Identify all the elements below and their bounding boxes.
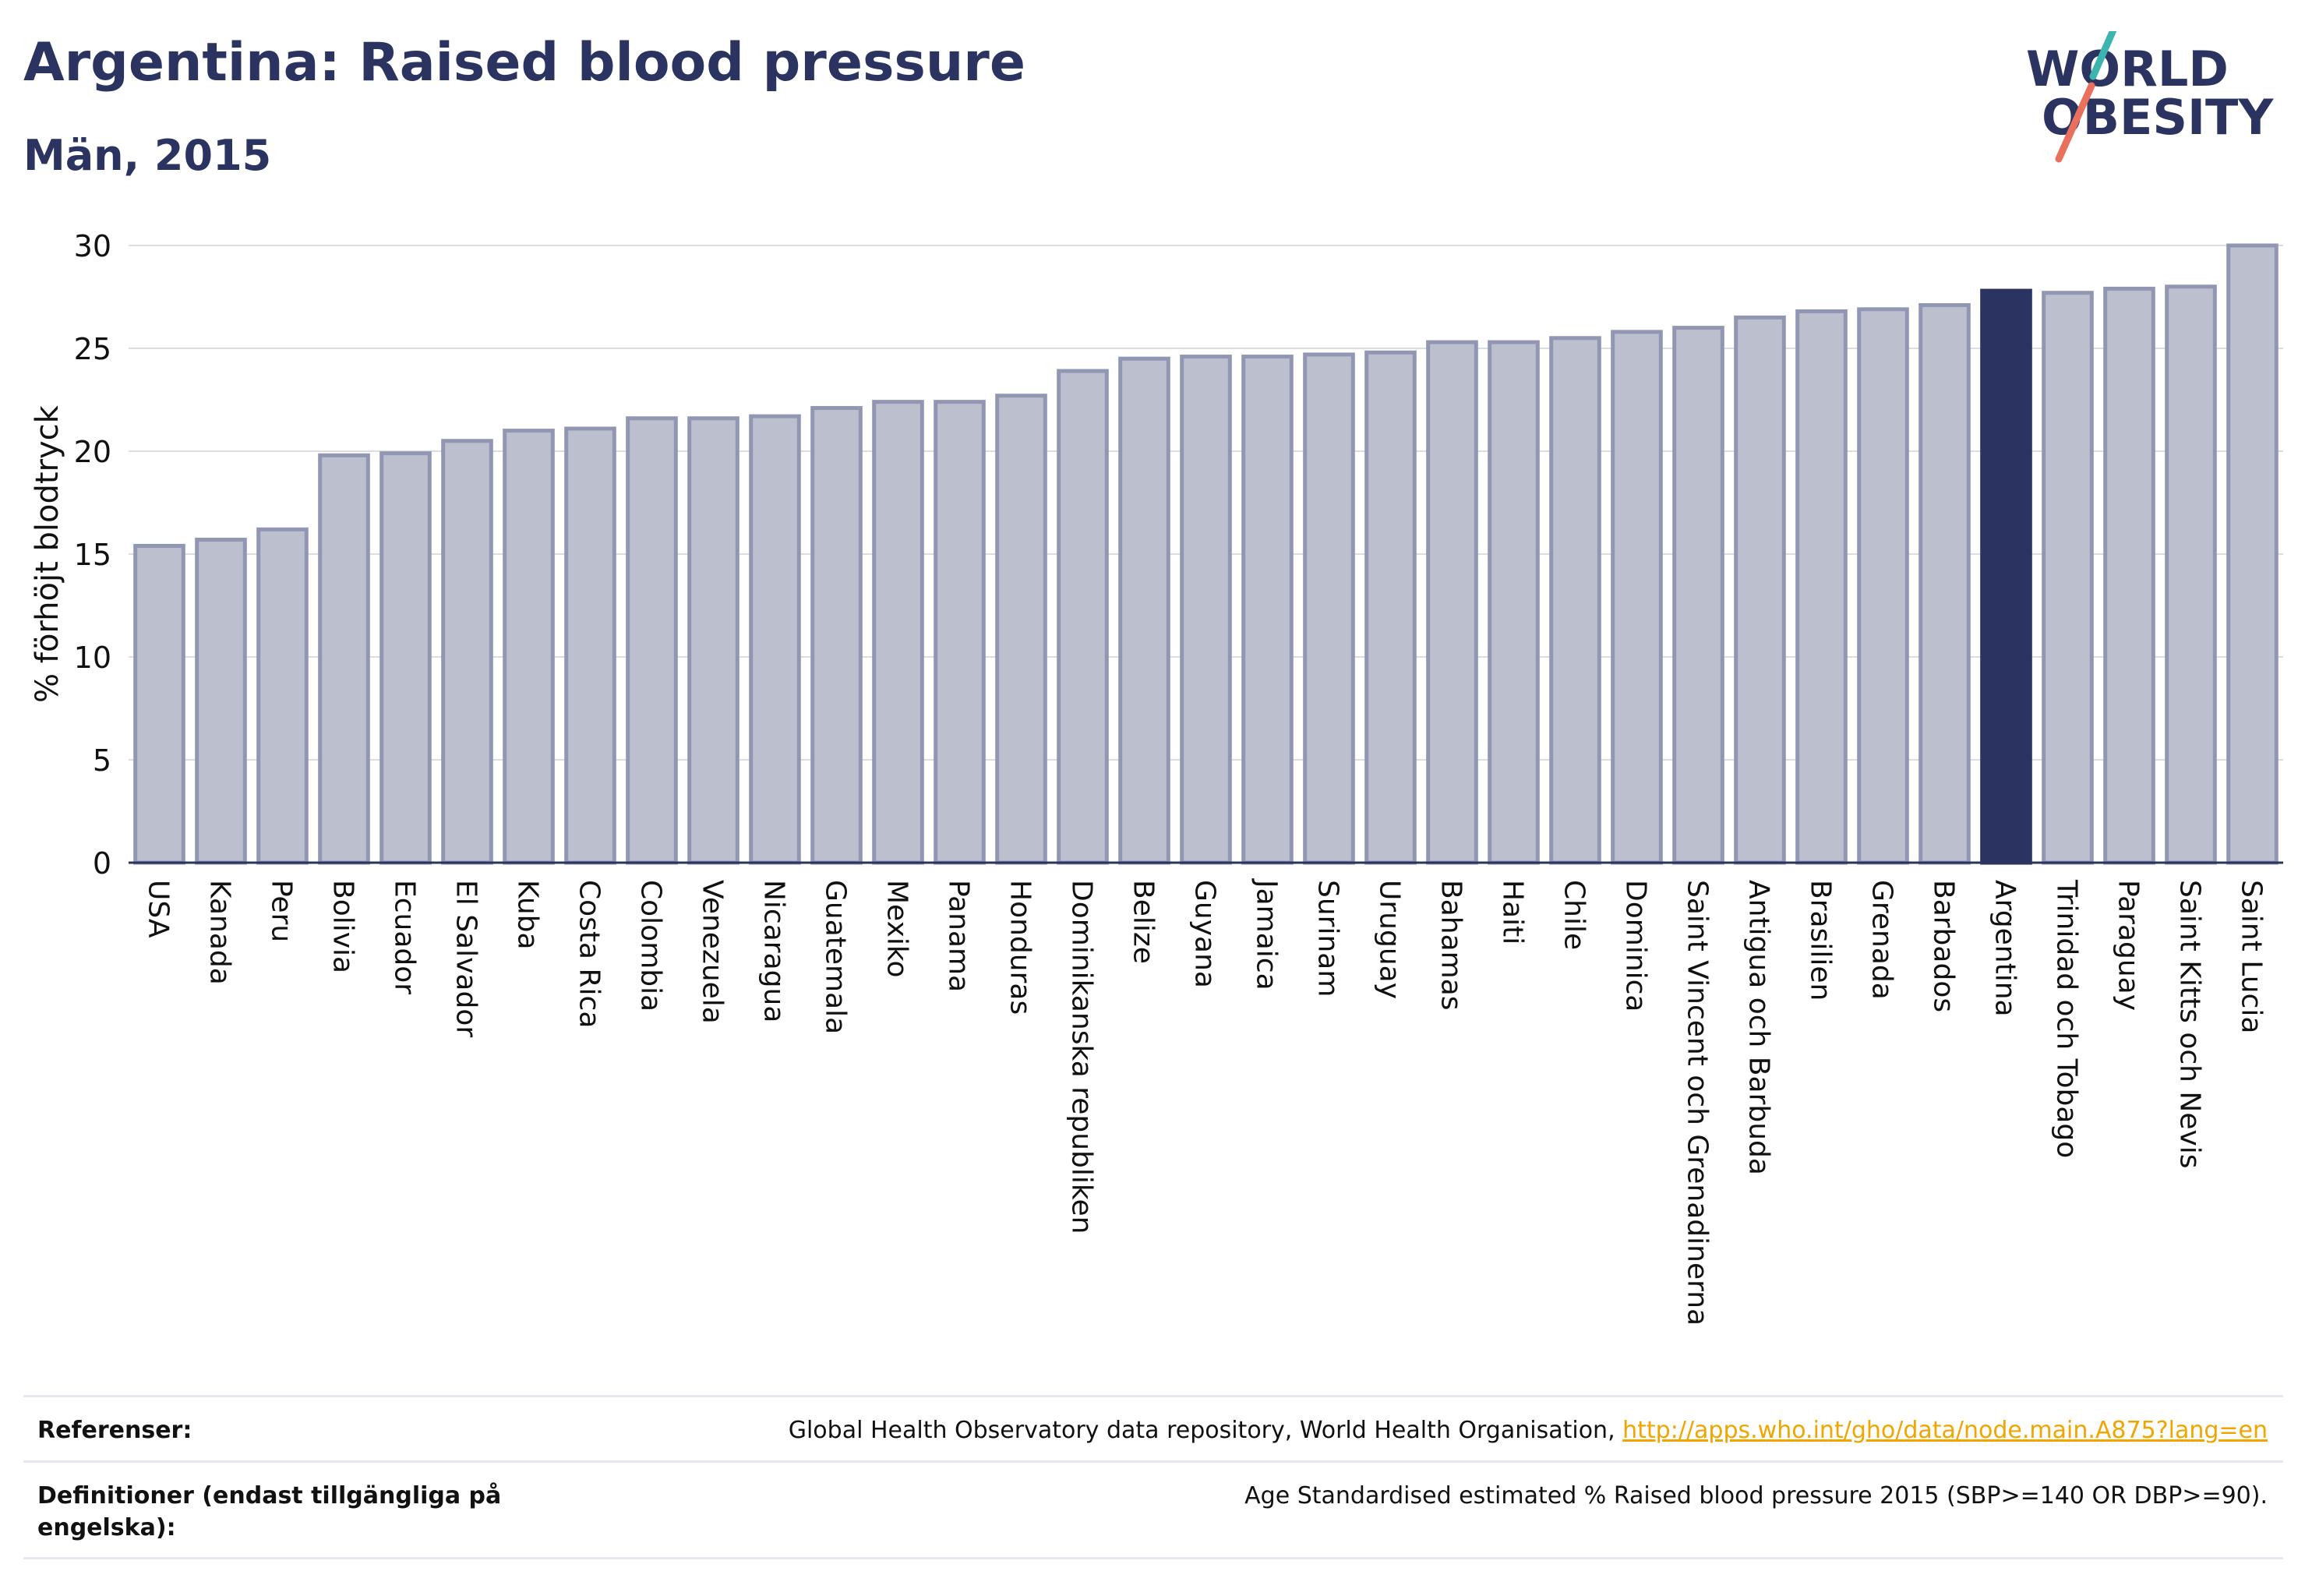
x-tick-label: Argentina (1989, 880, 2021, 1017)
references-text: Global Health Observatory data repositor… (788, 1417, 1623, 1444)
y-tick-label: 20 (74, 435, 111, 469)
x-tick-label: Dominikanska republiken (1066, 880, 1098, 1234)
footer-divider-top (23, 1395, 2283, 1397)
world-obesity-logo: WORLD OBESITY (2026, 31, 2274, 163)
page-subtitle: Män, 2015 (23, 131, 272, 180)
x-tick-label: Bolivia (327, 880, 359, 973)
bar-saint-kitts-och-nevis[interactable] (2165, 284, 2217, 865)
x-tick-label: Saint Lucia (2236, 880, 2268, 1033)
bar-kanada[interactable] (195, 538, 247, 865)
bar-bahamas[interactable] (1426, 340, 1478, 865)
bar-ecuador[interactable] (379, 451, 432, 865)
bar-chart: 0 5 10 15 20 25 30 % förhöjt blodtryck USA Kanada… (30, 229, 2283, 1326)
bar-chile[interactable] (1549, 336, 1601, 865)
references-value: Global Health Observatory data repositor… (789, 1415, 2268, 1447)
bar-guyana[interactable] (1180, 355, 1232, 865)
bar-dominica[interactable] (1611, 330, 1663, 865)
x-tick-label: Guyana (1189, 880, 1221, 988)
definitions-value: Age Standardised estimated % Raised bloo… (1244, 1482, 2268, 1509)
bar-barbados[interactable] (1918, 303, 1971, 865)
bar-saint-vincent-och-grenadinerna[interactable] (1672, 326, 1724, 865)
bar-dominikanska-republiken[interactable] (1057, 369, 1109, 865)
x-tick-label: Paraguay (2113, 880, 2144, 1011)
references-label: Referenser: (37, 1417, 192, 1444)
references-row: Referenser: Global Health Observatory da… (23, 1409, 2283, 1464)
bar-belize[interactable] (1118, 356, 1170, 865)
bar-trinidad-och-tobago[interactable] (2042, 291, 2094, 865)
x-tick-label: Dominica (1620, 880, 1652, 1012)
x-tick-label: Saint Kitts och Nevis (2174, 880, 2206, 1169)
bar-bolivia[interactable] (318, 453, 370, 865)
footer-divider-bottom (23, 1557, 2283, 1559)
x-tick-label: Saint Vincent och Grenadinerna (1682, 880, 1714, 1326)
bar-usa[interactable] (133, 543, 185, 865)
x-tick-label: Honduras (1004, 880, 1036, 1015)
bar-nicaragua[interactable] (749, 414, 801, 865)
x-tick-label: Ecuador (389, 880, 421, 994)
bar-surinam[interactable] (1303, 352, 1355, 865)
x-tick-label: Antigua och Barbuda (1743, 880, 1775, 1175)
bar-antigua-och-barbuda[interactable] (1734, 315, 1786, 865)
bar-paraguay[interactable] (2103, 286, 2155, 865)
x-tick-label: Costa Rica (574, 880, 605, 1028)
x-tick-label: USA (143, 880, 175, 938)
bar-haiti[interactable] (1488, 340, 1540, 865)
x-tick-label: Bahamas (1435, 880, 1467, 1011)
x-tick-label: Belize (1128, 880, 1160, 964)
x-tick-label: Nicaragua (758, 880, 790, 1022)
y-tick-label: 10 (74, 641, 111, 675)
y-tick-label: 25 (74, 332, 111, 366)
x-tick-label: Panama (943, 880, 975, 992)
x-tick-label: Brasilien (1805, 880, 1837, 1001)
y-tick-label: 5 (93, 743, 111, 778)
y-tick-label: 15 (74, 538, 111, 572)
definitions-label: Definitioner (endast tillgängliga på eng… (37, 1482, 502, 1541)
x-tick-label: Chile (1558, 880, 1590, 950)
bar-kuba[interactable] (503, 429, 555, 865)
x-tick-label: Kuba (512, 880, 544, 950)
logo-text-world: WORLD (2026, 41, 2229, 97)
bar-honduras[interactable] (995, 394, 1047, 865)
definitions-row: Definitioner (endast tillgängliga på eng… (23, 1473, 2283, 1559)
x-tick-label: Haiti (1497, 880, 1529, 945)
bar-peru[interactable] (256, 527, 309, 865)
x-tick-label: El Salvador (450, 880, 482, 1037)
bar-jamaica[interactable] (1241, 355, 1294, 865)
bar-mexiko[interactable] (872, 400, 924, 865)
footer-divider-middle (23, 1460, 2283, 1463)
y-tick-label: 0 (93, 846, 111, 881)
x-tick-label: Grenada (1866, 880, 1898, 1000)
bar-grenada[interactable] (1857, 307, 1909, 865)
bar-panama[interactable] (934, 400, 986, 865)
x-tick-label: Surinam (1312, 880, 1344, 997)
x-tick-label: Venezuela (697, 880, 729, 1024)
y-tick-label: 30 (74, 229, 111, 263)
x-tick-label: Peru (266, 880, 298, 942)
y-axis-label: % förhöjt blodtryck (30, 404, 65, 703)
bar-uruguay[interactable] (1364, 350, 1417, 865)
references-link[interactable]: http://apps.who.int/gho/data/node.main.A… (1622, 1417, 2268, 1444)
bar-colombia[interactable] (626, 416, 678, 865)
page-title: Argentina: Raised blood pressure (23, 32, 1025, 94)
x-tick-label: Barbados (1928, 880, 1960, 1012)
bar-argentina[interactable] (1980, 288, 2032, 865)
bar-venezuela[interactable] (687, 416, 740, 865)
bar-brasilien[interactable] (1795, 309, 1848, 865)
x-tick-label: Kanada (204, 880, 236, 985)
x-tick-label: Trinidad och Tobago (2051, 879, 2083, 1158)
x-tick-label: Mexiko (881, 880, 913, 977)
logo-slash-coral (2055, 82, 2095, 163)
x-tick-label: Jamaica (1251, 878, 1283, 990)
bar-costa-rica[interactable] (564, 426, 616, 865)
bar-saint-lucia[interactable] (2226, 243, 2279, 865)
logo-slash-teal (2089, 31, 2117, 80)
bar-guatemala[interactable] (810, 406, 863, 865)
x-tick-label: Colombia (635, 880, 667, 1012)
bar-el-salvador[interactable] (441, 439, 493, 865)
x-tick-label: Uruguay (1374, 880, 1406, 999)
x-tick-label: Guatemala (820, 880, 852, 1034)
